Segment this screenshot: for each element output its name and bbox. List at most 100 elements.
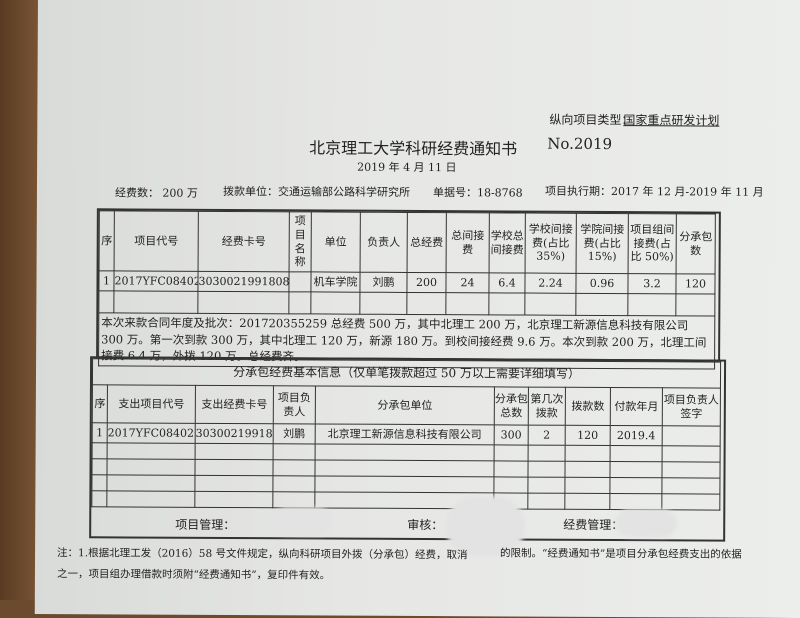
empty-cell [609,477,662,494]
table-cell: 1 [92,422,108,443]
document-number: No.2019 [547,134,613,154]
empty-cell [310,291,360,315]
empty-cell [609,493,662,510]
table-cell: 3030021991808 [197,271,290,292]
column-header: 总间接费 [446,212,490,273]
table-cell: 2017YFC0840205 [113,270,199,292]
table-cell: 3030021991808 [195,423,274,444]
empty-cell [610,445,663,462]
empty-cell [565,445,611,462]
note-line-1b: 的限制。“经费通知书”是项目分承包经费支出的依据 [500,547,742,561]
empty-cell [662,445,721,463]
column-header: 付款年月 [610,387,663,426]
column-header: 分承包单位 [315,385,495,425]
empty-cell [272,475,315,492]
table-cell: 200 [406,272,447,293]
column-header: 学院间接费(占比 15%) [576,213,629,274]
table-cell: 1 [98,270,115,291]
column-header: 拨款数 [565,387,611,426]
empty-cell [524,293,576,316]
table-cell: 24 [445,272,490,293]
column-header: 项目负责人签字 [662,387,721,427]
empty-cell [528,445,566,462]
empty-cell [91,490,107,507]
receipt-number: 单据号：18-8768 [432,186,523,200]
empty-cell [488,292,525,316]
empty-cell [194,459,274,476]
table-cell: 300 [494,424,529,446]
column-header: 单位 [311,211,361,273]
subcontract-title: 分承包经费基本信息（仅单笔拨款超过 50 万以上需要详细填写） [92,358,721,389]
review-label: 审核： [407,517,444,533]
empty-cell [575,293,628,316]
column-header: 分承包数 [676,213,716,275]
empty-cell [272,491,315,508]
empty-cell [493,460,529,478]
table-cell: 机车学院 [310,271,361,293]
empty-cell [272,459,316,476]
funds-amount: 经费数： 200 万 [114,186,198,200]
empty-cell [661,477,721,495]
column-header: 负责人 [360,212,408,273]
empty-cell [91,474,107,491]
empty-cell [627,293,676,316]
document-title: 北京理工大学科研经费通知书 [309,138,518,159]
empty-cell [314,459,495,477]
empty-cell [406,292,446,315]
empty-cell [195,443,274,460]
empty-cell [564,461,611,478]
column-header: 项目代号 [114,210,199,272]
note-line-1a: 注：1.根据北理工发（2016）58 号文件规定，纵向科研项目外拨（分承包）经费… [57,547,468,562]
execution-period: 项目执行期：2017 年 12 月-2019 年 11 月 [544,184,764,199]
table-cell: 3.2 [627,273,677,294]
empty-cell [527,477,565,494]
note-line-2: 之一，项目组办理借款时须附“经费通知书”，复印件有效。 [56,568,331,582]
empty-cell [527,461,566,478]
empty-cell [494,444,529,462]
empty-cell [315,443,495,461]
empty-cell [194,475,273,492]
redacted-signature [272,507,333,536]
column-header: 经费卡号 [198,211,290,272]
column-header: 第几次拨款 [528,387,566,426]
table-cell: 6.4 [488,272,526,294]
empty-cell [445,292,489,315]
empty-cell [194,491,273,508]
empty-cell [661,493,720,511]
table-header-row: 序项目代号 经费卡号 项目名称 单位 负责人 总经费 总间接费 学校总间接费 学校间接费(占比 … [99,210,716,275]
table-cell: 刘鹏 [273,423,316,444]
empty-cell [106,490,195,508]
column-header: 项目名称 [289,211,312,272]
table-cell: 120 [675,273,716,295]
column-header: 支出经费卡号 [195,385,274,424]
empty-cell [273,443,316,460]
empty-cell [493,476,528,494]
project-management-label: 项目管理： [175,517,236,533]
subcontract-table: 分承包经费基本信息（仅单笔拨款超过 50 万以上需要详细填写） 序支出项目代号支… [91,358,721,511]
empty-cell [92,442,108,459]
table-cell: 0.96 [575,273,629,294]
empty-cell [113,290,198,314]
column-header: 序 [92,384,108,423]
column-header: 序 [99,210,115,271]
table-cell [288,271,312,292]
table-header-row: 序支出项目代号 支出经费卡号 项目负责人 分承包单位 分承包总数 第几次拨款 拨款数 付款年月… [92,384,721,427]
column-header: 项目组间接费(占比 50%) [628,213,677,274]
table-cell [662,425,721,447]
empty-cell [197,291,289,314]
table-cell: 2.24 [524,273,577,294]
empty-cell [564,477,610,494]
payer-unit: 拨款单位：交通运输部公路科学研究所 [222,184,411,199]
table-cell: 120 [565,425,611,446]
project-type-label: 纵向项目类型： [549,112,634,128]
project-type-value: 国家重点研发计划 [623,113,720,128]
empty-cell [564,493,610,510]
column-header: 学校间接费(占比 35%) [525,213,577,274]
table-cell: 2017YFC0840205 [107,422,196,444]
empty-cell [107,442,196,460]
empty-cell [609,461,663,478]
table-cell: 北京理工新源信息科技有限公司 [315,423,495,445]
empty-cell [675,293,715,317]
table-row-empty [91,490,720,511]
empty-cell [527,493,565,510]
